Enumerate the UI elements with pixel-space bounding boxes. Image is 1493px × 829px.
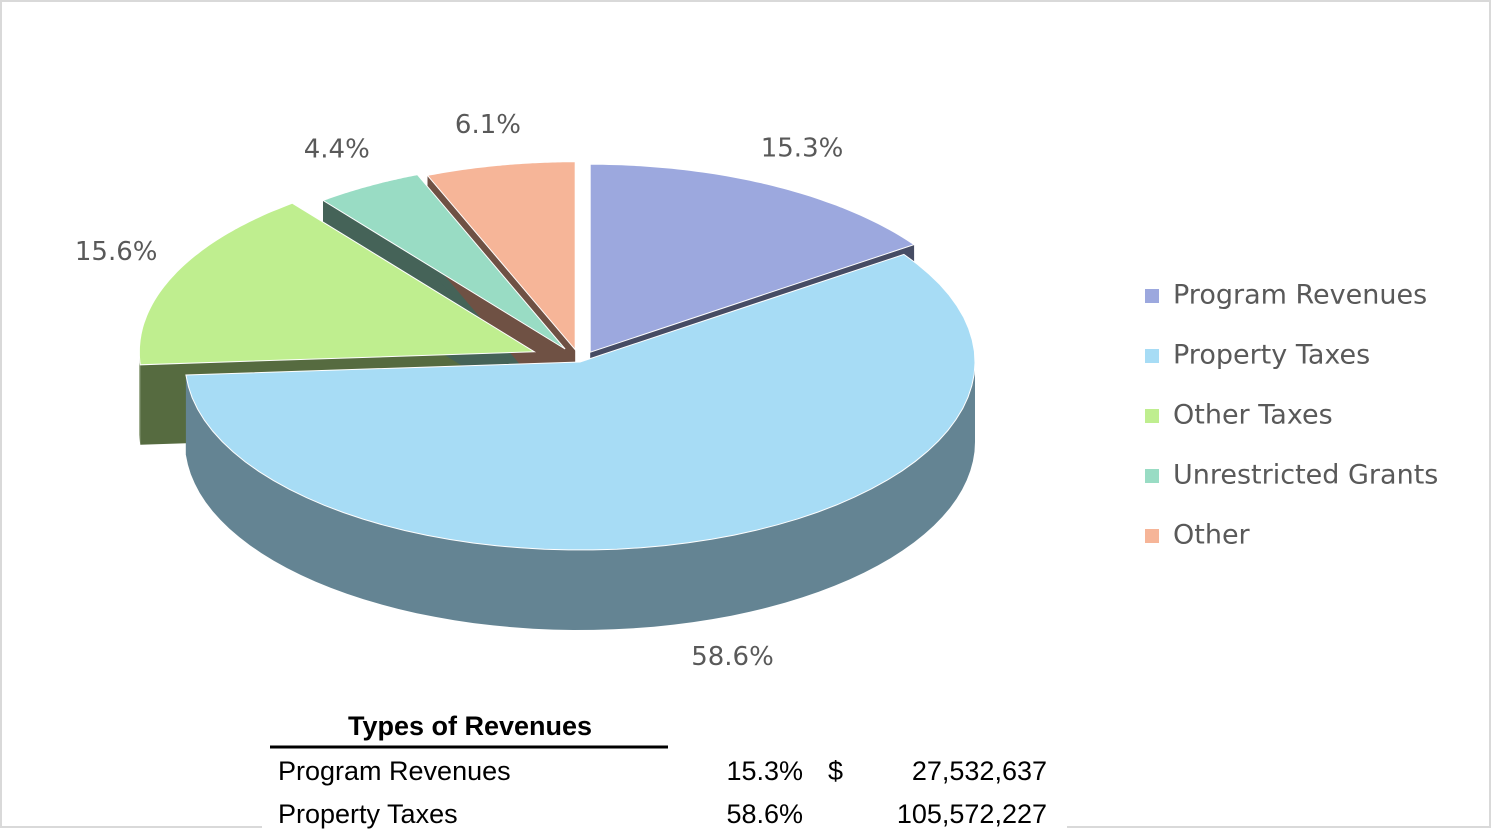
legend-label: Program Revenues [1173, 280, 1427, 311]
row-label: Property Taxes [278, 799, 458, 829]
row-percent: 58.6% [726, 799, 803, 829]
legend-label: Other [1173, 520, 1251, 551]
legend-label: Unrestricted Grants [1173, 460, 1438, 491]
legend-swatch [1145, 289, 1159, 303]
row-percent: 15.3% [726, 756, 803, 786]
slice [321, 174, 566, 350]
row-amount: 105,572,227 [897, 799, 1047, 829]
data-label: 15.6% [75, 237, 158, 267]
data-label: 6.1% [455, 110, 521, 140]
table: Program Revenues 15.3% $27,532,637 Property… [278, 756, 1047, 829]
row-amount: 27,532,637 [912, 756, 1047, 786]
table-background [262, 700, 1067, 829]
row-currency: $ [828, 756, 843, 786]
legend-label: Other Taxes [1173, 400, 1333, 431]
slice [426, 161, 576, 352]
slice [185, 253, 976, 551]
table-title: Types of Revenues [348, 711, 592, 741]
data-label: 4.4% [304, 134, 370, 164]
row-label: Program Revenues [278, 756, 511, 786]
legend-swatch [1145, 529, 1159, 543]
slice-side [139, 351, 141, 445]
legend-swatch [1145, 469, 1159, 483]
data-label: 58.6% [691, 642, 774, 672]
legend-swatch [1145, 349, 1159, 363]
slice-side [185, 362, 975, 630]
pie: 15.3% 58.6% 15.6% 4.4% 6.1% [75, 110, 976, 672]
slice [589, 163, 916, 353]
data-label: 15.3% [761, 133, 844, 163]
legend-swatch [1145, 409, 1159, 423]
legend: Program Revenues Property Taxes Other Taxe… [1145, 280, 1438, 551]
legend-label: Property Taxes [1173, 340, 1370, 371]
slice [138, 202, 537, 366]
